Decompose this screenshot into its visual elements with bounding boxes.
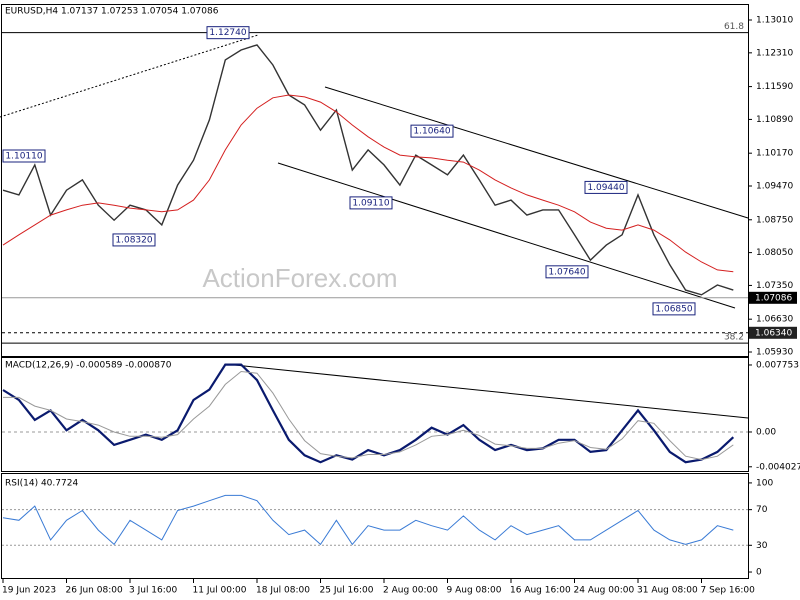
annotation-box <box>652 302 696 316</box>
watermark: ActionForex.com <box>202 263 397 293</box>
annotation-label: 1.09110 <box>352 198 389 208</box>
annotation-box <box>206 26 250 40</box>
y-tick-label: 1.10890 <box>756 115 793 125</box>
y-tick-label: 1.12310 <box>756 48 793 58</box>
price-tag-label: 1.06340 <box>755 328 792 338</box>
y-tick-label: 1.08750 <box>756 215 793 225</box>
fib-label: 61.8 <box>724 22 744 32</box>
y-tick-label: 1.08050 <box>756 248 793 258</box>
x-tick-label: 18 Jul 08:00 <box>256 586 310 596</box>
annotation-box <box>545 265 589 279</box>
symbol-header: EURUSD,H4 1.07137 1.07253 1.07054 1.0708… <box>5 7 219 17</box>
y-tick-label: 0.007753 <box>756 360 799 370</box>
rsi-title: RSI(14) 40.7724 <box>5 479 78 489</box>
annotation-box <box>410 124 454 138</box>
price-tag-label: 1.07086 <box>755 293 792 303</box>
annotation-label: 1.12740 <box>209 28 246 38</box>
series-line <box>2 94 734 273</box>
x-tick-label: 16 Aug 16:00 <box>510 586 571 596</box>
y-tick-label: 1.10170 <box>756 149 793 159</box>
trend-line <box>0 34 259 118</box>
series-line <box>3 370 734 461</box>
x-tick-label: 24 Aug 00:00 <box>574 586 635 596</box>
x-tick-label: 3 Jul 16:00 <box>129 586 178 596</box>
x-tick-label: 9 Aug 08:00 <box>447 586 502 596</box>
annotation-box <box>584 180 628 194</box>
x-tick-label: 19 Jun 2023 <box>2 586 56 596</box>
y-tick-label: 0.00 <box>756 427 776 437</box>
x-tick-label: 26 Jun 08:00 <box>66 586 123 596</box>
price-tag <box>749 326 797 339</box>
macd-title: MACD(12,26,9) -0.000589 -0.000870 <box>5 361 172 371</box>
fib-label: 38.2 <box>724 333 744 343</box>
annotation-label: 1.07640 <box>548 267 585 277</box>
annotation-box <box>2 149 46 163</box>
channel-lower <box>277 162 736 309</box>
channel-upper <box>324 86 749 219</box>
annotation-label: 1.10640 <box>413 127 450 137</box>
y-tick-label: 1.09470 <box>756 182 793 192</box>
macd-panel <box>1 357 749 472</box>
macd-trend-line <box>234 364 749 419</box>
annotation-box <box>349 196 393 210</box>
price-panel <box>1 4 749 357</box>
y-tick-label: 1.07350 <box>756 281 793 291</box>
y-tick-label: 0 <box>756 568 762 578</box>
series-line <box>2 44 734 296</box>
x-tick-label: 2 Aug 00:00 <box>383 586 438 596</box>
x-tick-label: 25 Jul 16:00 <box>320 586 374 596</box>
y-tick-label: 100 <box>756 478 773 488</box>
annotation-label: 1.09440 <box>587 183 624 193</box>
annotation-label: 1.06850 <box>655 304 692 314</box>
x-tick-label: 11 Jul 00:00 <box>193 586 247 596</box>
y-tick-label: 1.05930 <box>756 348 793 358</box>
x-tick-label: 31 Aug 08:00 <box>637 586 698 596</box>
price-tag <box>749 291 797 304</box>
y-tick-label: 1.11590 <box>756 82 793 92</box>
series-line <box>2 363 735 464</box>
rsi-panel <box>1 473 749 579</box>
y-tick-label: 70 <box>756 505 768 515</box>
y-tick-label: 30 <box>756 541 768 551</box>
x-tick-label: 7 Sep 16:00 <box>701 586 756 596</box>
y-tick-label: -0.004027 <box>756 462 800 472</box>
y-tick-label: 1.13010 <box>756 16 793 26</box>
annotation-box <box>112 233 156 247</box>
annotation-label: 1.10110 <box>5 151 42 161</box>
y-tick-label: 1.06630 <box>756 315 793 325</box>
series-line <box>2 494 734 546</box>
annotation-label: 1.08320 <box>115 235 152 245</box>
